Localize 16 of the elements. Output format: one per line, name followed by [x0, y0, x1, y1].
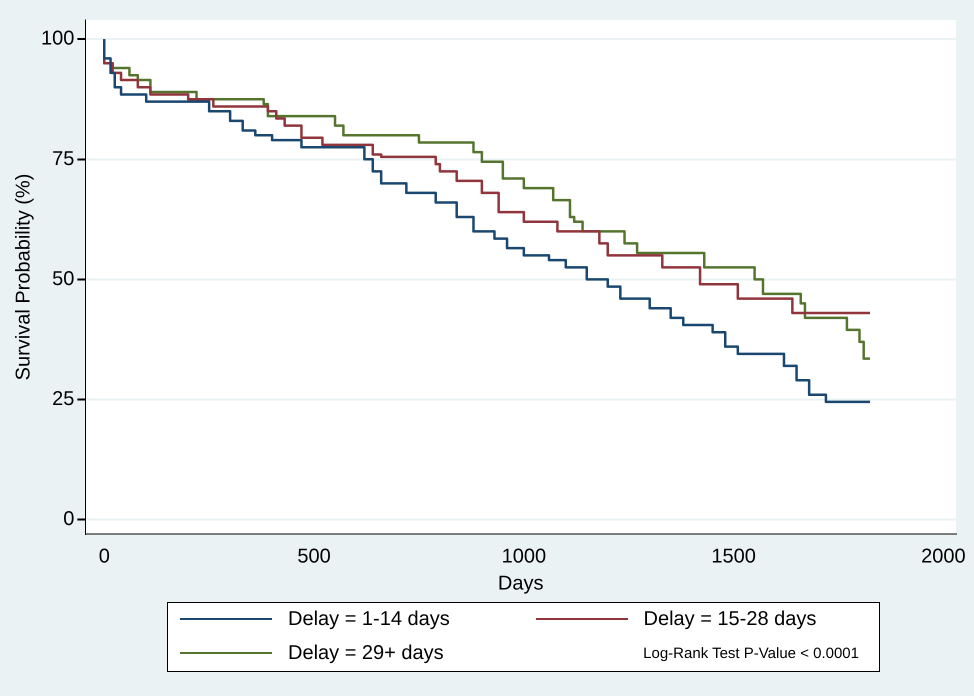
x-tick-label: 2000 — [921, 546, 966, 568]
x-tick-label: 1500 — [711, 546, 756, 568]
y-tick-label: 0 — [63, 508, 74, 530]
legend-label: Delay = 1-14 days — [288, 608, 450, 630]
x-tick-label: 500 — [297, 546, 331, 568]
x-tick-label: 1000 — [502, 546, 546, 568]
y-tick-label: 100 — [40, 28, 74, 50]
y-tick-label: 75 — [52, 148, 74, 170]
y-tick-label: 25 — [52, 388, 74, 410]
legend-label: Delay = 29+ days — [288, 642, 444, 664]
text: Log-Rank Test P-Value < 0.0001 — [642, 644, 860, 664]
y-axis-title: Survival Probability (%) — [12, 174, 35, 380]
x-axis-title: Days — [498, 572, 544, 595]
x-tick-label: 0 — [98, 546, 110, 568]
legend-label: Delay = 15-28 days — [644, 608, 816, 630]
y-tick-label: 50 — [52, 268, 74, 290]
